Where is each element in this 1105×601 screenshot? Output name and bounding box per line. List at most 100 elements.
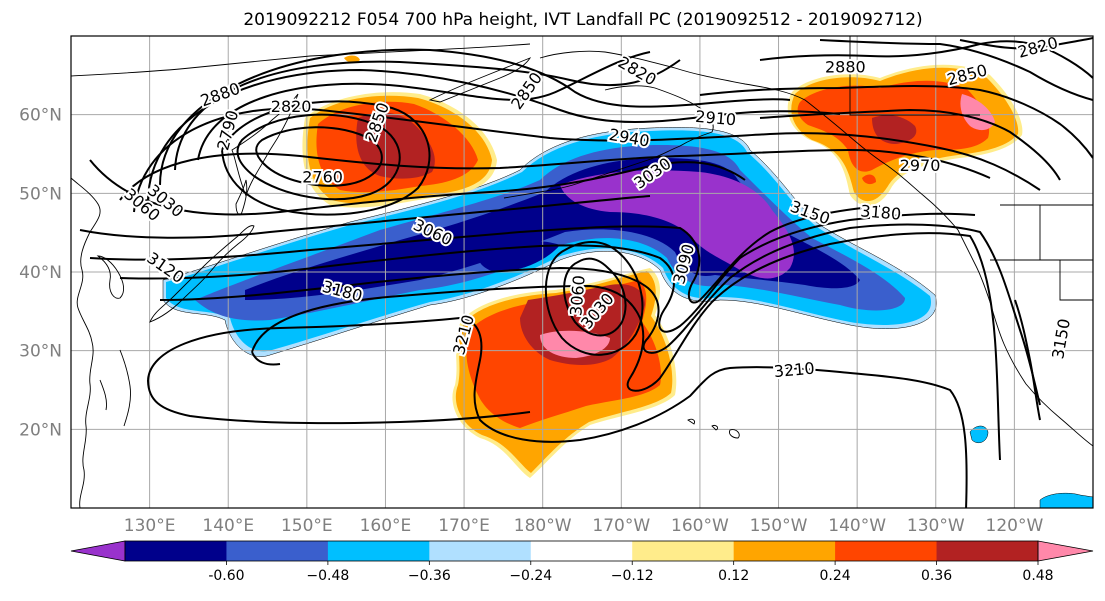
lat-tick-label: 50°N bbox=[19, 184, 62, 204]
lon-tick-label: 130°E bbox=[124, 516, 176, 536]
colorbar: -0.60 −0.48 −0.36 −0.24 −0.12 0.12 0.24 0.36 0.4… bbox=[70, 540, 1094, 584]
coast-chukotka bbox=[428, 57, 532, 103]
contour-label-text: 3210 bbox=[773, 359, 815, 381]
contour-2790 bbox=[236, 113, 401, 201]
lon-tick-label: 120°W bbox=[986, 516, 1044, 536]
colorbar-segment-6 bbox=[632, 541, 735, 561]
coast-siberia-north bbox=[71, 43, 531, 77]
colorbar-segment-2 bbox=[226, 541, 329, 561]
ivt-shade-blue-patch bbox=[969, 425, 989, 443]
ivt-blob-northeast-darkred bbox=[872, 115, 917, 144]
contour-3000 bbox=[119, 148, 991, 201]
height-contours bbox=[79, 37, 1093, 508]
contour-label-5: 2760 bbox=[300, 166, 345, 189]
coast-philippines bbox=[99, 349, 131, 427]
lat-tick-label: 40°N bbox=[19, 263, 62, 283]
contour-label-16: 2910 bbox=[693, 105, 739, 131]
contour-2940 bbox=[147, 68, 841, 201]
contour-label-1: 2820 bbox=[269, 95, 314, 118]
coast-hawaii bbox=[687, 418, 740, 439]
colorbar-segment-3 bbox=[327, 541, 430, 561]
ivt-speck-red bbox=[862, 174, 876, 185]
colorbar-extend-max bbox=[1037, 540, 1094, 562]
colorbar-tick-label: −0.48 bbox=[306, 568, 349, 584]
contour-label-text: 3180 bbox=[860, 201, 902, 223]
colorbar-segment-4 bbox=[429, 541, 532, 561]
contour-3060-loop bbox=[563, 257, 627, 337]
lon-tick-label: 130°W bbox=[907, 516, 965, 536]
colorbar-tick-label: 0.36 bbox=[921, 568, 952, 584]
coast-japan bbox=[149, 225, 255, 323]
ivt-speck bbox=[344, 55, 360, 63]
contour-2850 bbox=[197, 51, 651, 161]
colorbar-extend-min bbox=[70, 540, 126, 562]
contour-3060 bbox=[79, 195, 651, 239]
contour-3090-loop bbox=[544, 241, 644, 356]
contour-northeast-2910 bbox=[699, 85, 1093, 159]
lon-tick-label: 160°E bbox=[360, 516, 412, 536]
contour-2760 bbox=[255, 126, 383, 187]
contour-label-text: 2880 bbox=[825, 57, 866, 76]
coast-north-america-west bbox=[957, 229, 1093, 447]
colorbar-tick-label: −0.36 bbox=[408, 568, 451, 584]
lat-tick-label: 30°N bbox=[19, 342, 62, 362]
contour-label-text: 2820 bbox=[271, 97, 312, 116]
contour-2910 bbox=[159, 48, 791, 186]
chart-title: 2019092212 F054 700 hPa height, IVT Land… bbox=[243, 10, 922, 30]
lon-tick-label: 180°W bbox=[514, 516, 572, 536]
contour-label-22: 2970 bbox=[898, 154, 943, 177]
lon-tick-label: 140°W bbox=[828, 516, 886, 536]
colorbar-segment-7 bbox=[733, 541, 836, 561]
colorbar-tick-label: 0.12 bbox=[718, 568, 749, 584]
contour-3210 bbox=[147, 316, 968, 508]
contour-3120 bbox=[119, 212, 976, 333]
contour-2820 bbox=[220, 100, 431, 216]
contour-label-text: 2760 bbox=[302, 168, 343, 187]
contour-2880 bbox=[174, 59, 681, 171]
lon-tick-label: 140°E bbox=[202, 516, 254, 536]
lat-tick-label: 60°N bbox=[19, 106, 62, 126]
colorbar-segment-8 bbox=[835, 541, 938, 561]
contour-3150 bbox=[159, 223, 1041, 406]
lon-tick-label: 160°W bbox=[671, 516, 729, 536]
lon-tick-label: 150°W bbox=[750, 516, 808, 536]
ivt-shade-blue-corner bbox=[1039, 492, 1093, 508]
positive-ivt-field bbox=[302, 55, 1023, 478]
colorbar-segment-5 bbox=[530, 541, 633, 561]
contour-label-text: 2970 bbox=[900, 156, 941, 175]
contour-2970 bbox=[133, 107, 1041, 213]
axis-labels: 130°E 140°E 150°E 160°E 170°E 180°W 170°W 160°W… bbox=[19, 106, 1043, 536]
lat-tick-label: 20°N bbox=[19, 420, 62, 440]
contour-northeast-2820 bbox=[959, 37, 1093, 50]
contour-3180-sw bbox=[251, 351, 281, 366]
contour-label-24: 3180 bbox=[858, 199, 904, 225]
contour-3210-south bbox=[147, 379, 531, 425]
lon-tick-label: 170°E bbox=[438, 516, 490, 536]
map-gridlines bbox=[71, 36, 1093, 508]
colorbar-tick-label: 0.48 bbox=[1022, 568, 1053, 584]
colorbar-segment-9 bbox=[936, 541, 1039, 561]
contour-northeast-2940 bbox=[759, 108, 1061, 181]
contour-label-19: 2880 bbox=[823, 55, 868, 78]
colorbar-tick-label: 0.24 bbox=[820, 568, 851, 584]
state-borders bbox=[849, 36, 1093, 301]
ivt-blob-central-pink bbox=[540, 330, 610, 358]
colorbar-tick-label: -0.60 bbox=[208, 568, 244, 584]
lon-tick-label: 170°W bbox=[592, 516, 650, 536]
lon-tick-label: 150°E bbox=[281, 516, 333, 536]
contour-label-25: 3210 bbox=[771, 357, 817, 383]
coast-east-asia bbox=[71, 177, 101, 508]
map-frame bbox=[70, 35, 1094, 509]
colorbar-tick-label: −0.12 bbox=[611, 568, 654, 584]
contour-northeast-2850 bbox=[819, 39, 1093, 101]
coast-korea bbox=[96, 255, 125, 299]
contour-3030 bbox=[89, 159, 746, 216]
contour-3150-east bbox=[1014, 299, 1041, 421]
contour-3090 bbox=[89, 205, 881, 304]
coast-alaska bbox=[539, 50, 959, 231]
colorbar-segment-1 bbox=[125, 541, 227, 561]
contour-label-text: 2910 bbox=[695, 107, 737, 129]
contour-3180 bbox=[251, 232, 1001, 461]
